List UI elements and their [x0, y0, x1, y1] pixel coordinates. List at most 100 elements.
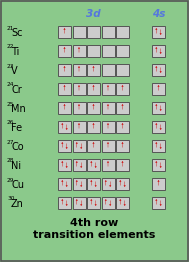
FancyArrow shape	[90, 199, 92, 205]
Bar	[73, 177, 85, 189]
Bar	[58, 196, 71, 209]
FancyArrow shape	[76, 180, 78, 185]
FancyArrow shape	[80, 182, 82, 187]
Bar	[73, 83, 85, 95]
FancyArrow shape	[107, 104, 109, 110]
Bar	[73, 159, 85, 171]
Bar	[116, 63, 129, 75]
Bar	[116, 177, 129, 189]
FancyArrow shape	[121, 161, 124, 166]
Bar	[58, 63, 71, 75]
FancyArrow shape	[160, 162, 162, 168]
Text: transition elements: transition elements	[33, 230, 156, 240]
FancyArrow shape	[66, 162, 68, 168]
Bar	[73, 196, 85, 209]
FancyArrow shape	[95, 182, 97, 187]
FancyArrow shape	[92, 104, 95, 110]
Bar	[87, 121, 100, 133]
FancyArrow shape	[66, 200, 68, 206]
Bar	[101, 177, 115, 189]
Bar	[116, 45, 129, 57]
Text: 4th row: 4th row	[70, 218, 119, 228]
FancyArrow shape	[92, 66, 95, 72]
FancyArrow shape	[160, 200, 162, 206]
FancyArrow shape	[107, 85, 109, 90]
FancyArrow shape	[61, 161, 63, 166]
FancyArrow shape	[105, 199, 107, 205]
FancyArrow shape	[155, 66, 157, 72]
Bar	[152, 177, 165, 189]
FancyArrow shape	[61, 180, 63, 185]
Bar	[58, 25, 71, 37]
FancyArrow shape	[92, 85, 95, 90]
FancyArrow shape	[121, 104, 124, 110]
Text: Cr: Cr	[11, 85, 22, 95]
Bar	[116, 83, 129, 95]
FancyArrow shape	[63, 28, 66, 34]
Text: Cu: Cu	[11, 180, 24, 190]
Bar	[73, 63, 85, 75]
FancyArrow shape	[119, 180, 121, 185]
Bar	[58, 101, 71, 113]
Bar	[101, 101, 115, 113]
FancyArrow shape	[124, 200, 126, 206]
Bar	[101, 25, 115, 37]
FancyArrow shape	[124, 182, 126, 187]
Bar	[87, 63, 100, 75]
FancyArrow shape	[107, 142, 109, 148]
FancyArrow shape	[66, 124, 68, 130]
FancyArrow shape	[155, 47, 157, 52]
Bar	[87, 177, 100, 189]
FancyArrow shape	[63, 85, 66, 90]
Bar	[116, 121, 129, 133]
FancyArrow shape	[80, 144, 82, 149]
FancyArrow shape	[155, 142, 157, 148]
Text: 28: 28	[7, 159, 15, 163]
Text: 30: 30	[7, 196, 15, 201]
Text: Ti: Ti	[11, 47, 19, 57]
Bar	[73, 101, 85, 113]
FancyArrow shape	[63, 104, 66, 110]
FancyArrow shape	[63, 47, 66, 52]
Text: 4s: 4s	[152, 9, 165, 19]
FancyArrow shape	[155, 104, 157, 110]
Text: 24: 24	[7, 83, 15, 88]
FancyArrow shape	[90, 161, 92, 166]
FancyArrow shape	[155, 161, 157, 166]
FancyArrow shape	[160, 48, 162, 54]
Bar	[152, 25, 165, 37]
Bar	[73, 25, 85, 37]
Bar	[152, 45, 165, 57]
Bar	[101, 63, 115, 75]
Bar	[87, 159, 100, 171]
FancyArrow shape	[78, 47, 80, 52]
Bar	[58, 121, 71, 133]
Bar	[58, 177, 71, 189]
Text: 27: 27	[7, 139, 15, 145]
Text: Sc: Sc	[11, 28, 22, 38]
Text: 22: 22	[7, 45, 15, 50]
FancyArrow shape	[63, 66, 66, 72]
Bar	[87, 196, 100, 209]
FancyArrow shape	[80, 200, 82, 206]
FancyArrow shape	[61, 123, 63, 128]
FancyArrow shape	[76, 142, 78, 148]
FancyArrow shape	[157, 85, 160, 90]
FancyArrow shape	[76, 161, 78, 166]
FancyArrow shape	[155, 123, 157, 128]
FancyArrow shape	[121, 142, 124, 148]
Text: Zn: Zn	[11, 199, 24, 209]
Text: 23: 23	[7, 63, 15, 68]
FancyArrow shape	[95, 200, 97, 206]
Bar	[152, 121, 165, 133]
Bar	[101, 159, 115, 171]
FancyArrow shape	[119, 199, 121, 205]
FancyArrow shape	[109, 182, 111, 187]
FancyArrow shape	[80, 162, 82, 168]
Bar	[73, 139, 85, 151]
Bar	[152, 101, 165, 113]
Bar	[101, 121, 115, 133]
FancyArrow shape	[78, 85, 80, 90]
Text: 21: 21	[7, 25, 14, 30]
Bar	[58, 45, 71, 57]
